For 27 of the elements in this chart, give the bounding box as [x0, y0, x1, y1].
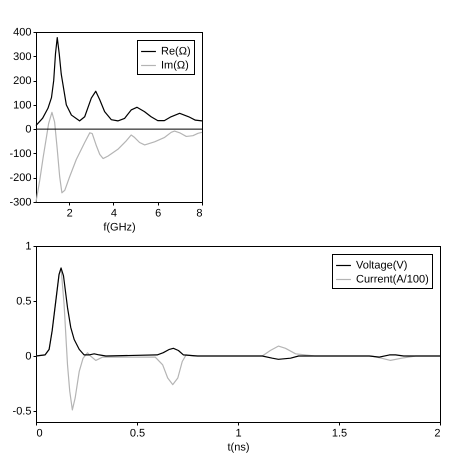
x-tick-label: 2 [66, 208, 73, 220]
x-tick-label: 0.5 [130, 428, 146, 440]
x-axis-title: t(ns) [228, 442, 250, 454]
y-tick-label: 100 [13, 99, 32, 112]
y-tick-label: -300 [9, 196, 32, 208]
y-tick-label: 0 [25, 124, 32, 136]
legend-label: Im(Ω) [161, 60, 189, 72]
x-tick-label: 6 [155, 208, 162, 220]
x-tick-label: 1 [235, 428, 242, 440]
x-tick-label: 8 [196, 208, 202, 220]
x-tick-label: 4 [110, 208, 118, 220]
legend-label: Re(Ω) [161, 46, 191, 58]
y-tick-label: -0.5 [12, 406, 32, 418]
y-tick-label: 1 [25, 240, 32, 252]
legend-label: Current(A/100) [356, 274, 429, 286]
y-tick-label: -100 [9, 148, 32, 160]
legend-label: Voltage(V) [356, 260, 408, 272]
x-tick-label: 2 [434, 428, 440, 440]
y-tick-label: 0.5 [16, 296, 32, 308]
x-axis-title: f(GHz) [103, 222, 136, 234]
y-tick-label: 0 [25, 350, 32, 362]
y-tick-label: 300 [13, 50, 32, 63]
y-tick-label: -200 [9, 172, 32, 184]
y-tick-label: 200 [13, 75, 32, 88]
x-tick-label: 1.5 [332, 428, 348, 440]
x-tick-label: 0 [36, 428, 43, 440]
y-tick-label: 400 [13, 26, 32, 38]
